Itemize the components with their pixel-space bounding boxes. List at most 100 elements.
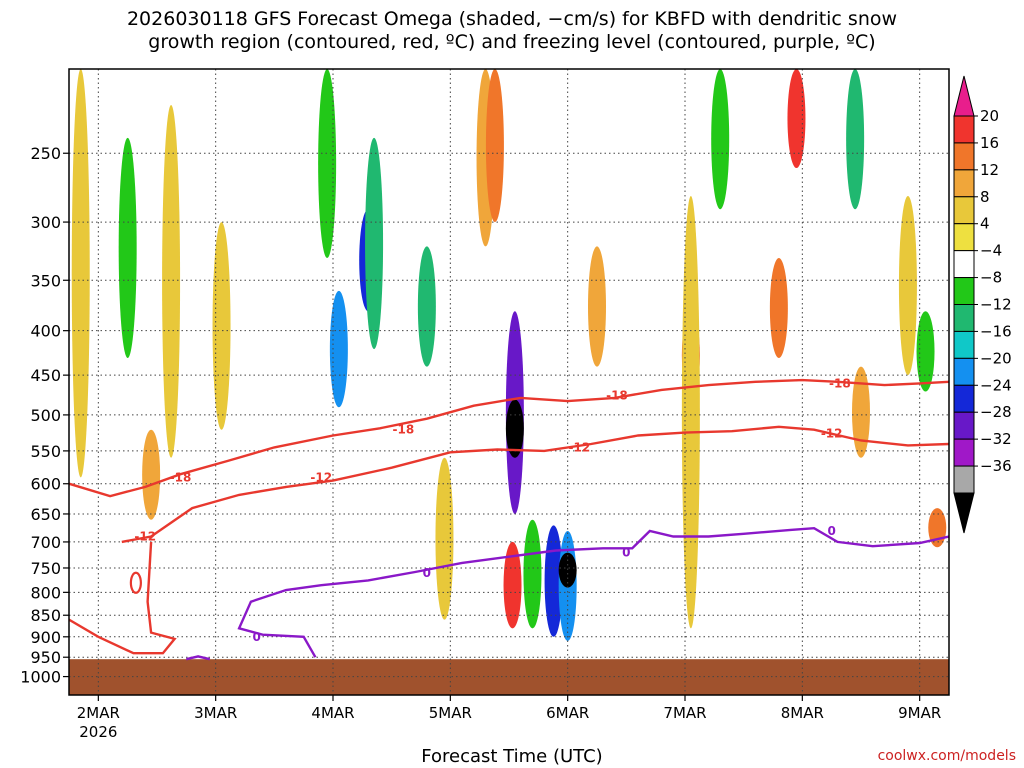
omega-cell: [212, 222, 231, 430]
colorbar-segment: [953, 223, 975, 252]
contour-line: [237, 526, 949, 658]
omega-cell: [846, 69, 865, 210]
colorbar-label: −12: [980, 296, 1012, 314]
omega-cell: [118, 137, 137, 358]
x-tick-label: 7MAR: [663, 704, 706, 722]
y-tick-label: 750: [30, 559, 61, 578]
y-tick-label: 500: [30, 406, 61, 425]
contour-label: -12: [134, 530, 156, 544]
omega-cell: [329, 290, 348, 408]
x-tick-label: 4MAR: [311, 704, 354, 722]
omega-cell: [734, 137, 753, 358]
colorbar-segment: [953, 250, 975, 279]
contour-label: -12: [821, 426, 843, 440]
contour-label: -18: [170, 470, 192, 484]
colorbar-segment: [953, 142, 975, 171]
colorbar-label: −20: [980, 349, 1012, 367]
omega-cell: [588, 246, 606, 367]
y-axis: 250 300 350 400 450 500 550 600 650 700 750 800 850 9…: [20, 144, 69, 687]
x-tick-label: 5MAR: [429, 704, 472, 722]
omega-cell: [435, 457, 454, 620]
credit-link[interactable]: coolwx.com/models: [877, 748, 1016, 764]
contour-line: [69, 378, 949, 498]
omega-cell: [787, 69, 806, 169]
gridlines: [69, 69, 949, 695]
x-tick-year: 2026: [79, 723, 117, 741]
colorbar-label: −36: [980, 457, 1012, 475]
x-tick-label: 2MAR: [77, 704, 120, 722]
colorbar-segment: [953, 411, 975, 440]
contours: -18 -18 -18 -18 -12 -12 -12 -12 0 0 0 0: [69, 376, 949, 661]
y-tick-label: 850: [30, 606, 61, 625]
y-tick-label: 300: [30, 213, 61, 232]
colorbar-segment: [953, 384, 975, 413]
contour-label: -18: [393, 423, 415, 437]
colorbar-label: 20: [980, 107, 999, 125]
contour-line: [186, 655, 211, 661]
colorbar-label: 16: [980, 134, 999, 152]
contour-ring: [129, 571, 142, 594]
contour-label: -12: [569, 440, 591, 454]
x-tick-label: 8MAR: [781, 704, 824, 722]
contour-line: [69, 541, 177, 655]
contour-label: -12: [310, 470, 332, 484]
omega-cell: [505, 399, 524, 458]
colorbar-segment: [953, 357, 975, 386]
contour-label: 0: [827, 524, 835, 538]
colorbar-segment: [953, 330, 975, 359]
colorbar-segment: [953, 465, 975, 494]
y-tick-label: 800: [30, 583, 61, 602]
colorbar-segment: [953, 196, 975, 225]
omega-cell: [681, 196, 700, 629]
omega-cell: [162, 104, 181, 458]
y-tick-label: 1000: [20, 668, 61, 687]
y-tick-label: 450: [30, 366, 61, 385]
y-tick-label: 900: [30, 628, 61, 647]
colorbar-bottom-arrow: [953, 492, 975, 534]
x-tick-label: 3MAR: [194, 704, 237, 722]
omega-cell: [503, 541, 522, 629]
omega-cell: [916, 311, 935, 392]
chart-title-line-1: 2026030118 GFS Forecast Omega (shaded, −…: [126, 8, 898, 30]
ground-surface: [69, 659, 949, 695]
colorbar-segment: [953, 115, 975, 144]
contour-label: 0: [423, 566, 431, 580]
colorbar-segment: [953, 438, 975, 467]
chart-title-line-2: growth region (contoured, red, ºC) and f…: [148, 31, 876, 53]
colorbar-label: −28: [980, 403, 1012, 421]
omega-cell: [852, 366, 870, 458]
omega-cell: [769, 258, 788, 358]
x-axis-label: Forecast Time (UTC): [421, 746, 603, 767]
y-tick-label: 650: [30, 505, 61, 524]
y-tick-label: 700: [30, 533, 61, 552]
x-tick-label: 9MAR: [898, 704, 941, 722]
omega-cell: [318, 69, 337, 259]
omega-cell: [544, 525, 563, 637]
omega-cell: [417, 246, 436, 367]
colorbar-label: −32: [980, 430, 1012, 448]
omega-shading: [71, 69, 947, 641]
contour-label: -18: [606, 389, 628, 403]
omega-cell: [711, 69, 730, 210]
omega-cell: [898, 196, 917, 376]
y-tick-label: 250: [30, 144, 61, 163]
omega-cell: [365, 137, 384, 350]
colorbar-segment: [953, 304, 975, 332]
colorbar-top-arrow: [953, 75, 975, 117]
omega-cell: [485, 69, 504, 223]
contour-line: [121, 425, 949, 544]
y-tick-label: 550: [30, 442, 61, 461]
colorbar-label: −24: [980, 376, 1012, 394]
colorbar-segment: [953, 277, 975, 306]
colorbar-label: −4: [980, 242, 1002, 260]
colorbar-label: −8: [980, 269, 1002, 287]
omega-cell: [558, 552, 577, 588]
y-tick-label: 350: [30, 271, 61, 290]
contour-label: 0: [622, 546, 630, 560]
colorbar-label: −16: [980, 322, 1012, 340]
contour-label: 0: [253, 630, 261, 644]
x-tick-label: 6MAR: [546, 704, 589, 722]
colorbar-label: 8: [980, 188, 990, 206]
omega-cell: [71, 69, 90, 478]
